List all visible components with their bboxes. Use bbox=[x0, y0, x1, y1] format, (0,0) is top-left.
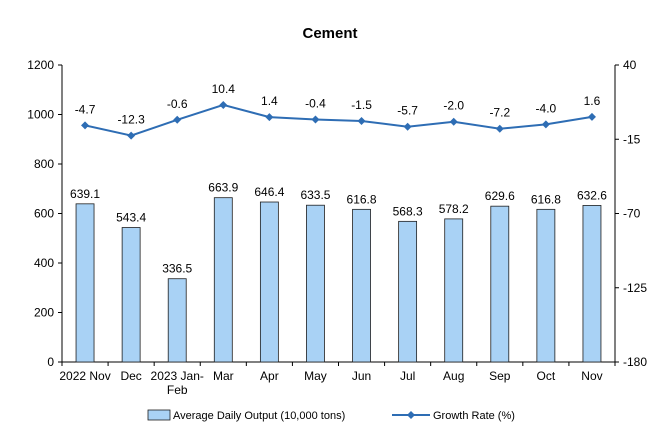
line-point bbox=[265, 113, 274, 122]
legend-bar-swatch bbox=[147, 409, 171, 421]
bar-value-label: 646.4 bbox=[254, 185, 284, 199]
line-point bbox=[357, 117, 366, 126]
bar bbox=[213, 197, 233, 363]
x-tick-label: May bbox=[304, 369, 327, 383]
bar-value-label: 633.5 bbox=[300, 188, 330, 202]
x-tick-label-line: Dec bbox=[120, 369, 141, 383]
x-tick-label-line: 2023 Jan- bbox=[151, 369, 204, 383]
left-tick-label: 1200 bbox=[27, 58, 54, 72]
legend-bar-label: Average Daily Output (10,000 tons) bbox=[173, 410, 345, 422]
bar-value-label: 639.1 bbox=[70, 187, 100, 201]
line-value-label: -0.6 bbox=[167, 97, 188, 111]
bar bbox=[306, 204, 325, 363]
bar-value-label: 632.6 bbox=[577, 188, 607, 202]
x-tick-label: Mar bbox=[213, 369, 234, 383]
line-point bbox=[495, 124, 504, 133]
right-tick-label: -70 bbox=[623, 207, 641, 221]
x-tick-label-line: Aug bbox=[443, 369, 464, 383]
line-value-label: -0.4 bbox=[305, 97, 326, 111]
bar bbox=[121, 227, 141, 363]
line-value-label: -7.2 bbox=[489, 106, 510, 120]
right-tick-label: -125 bbox=[623, 281, 647, 295]
line-point bbox=[127, 131, 136, 140]
bar bbox=[582, 205, 602, 363]
bar-value-label: 568.3 bbox=[393, 204, 423, 218]
bar-value-label: 663.9 bbox=[208, 181, 238, 195]
left-tick-label: 0 bbox=[47, 355, 54, 369]
bar-value-label: 543.4 bbox=[116, 211, 146, 225]
left-tick-label: 1000 bbox=[27, 108, 54, 122]
legend-line-marker bbox=[407, 411, 415, 419]
x-tick-label: Jun bbox=[352, 369, 371, 383]
right-tick-label: 40 bbox=[623, 58, 637, 72]
line-value-label: -5.7 bbox=[397, 104, 418, 118]
x-tick-label-line: 2022 Nov bbox=[59, 369, 110, 383]
right-tick-label: -15 bbox=[623, 132, 641, 146]
line-point bbox=[173, 115, 182, 124]
line-point bbox=[219, 100, 228, 109]
x-tick-label-line: Oct bbox=[537, 369, 556, 383]
line-value-label: -4.7 bbox=[75, 102, 96, 116]
x-tick-label: Oct bbox=[537, 369, 556, 383]
line-value-label: -2.0 bbox=[443, 99, 464, 113]
bar bbox=[490, 205, 510, 363]
bar-value-label: 629.6 bbox=[485, 189, 515, 203]
growth-line bbox=[84, 103, 593, 137]
x-tick-label: Aug bbox=[443, 369, 464, 383]
bar-value-label: 616.8 bbox=[347, 192, 377, 206]
data-labels: 639.1 543.4 336.5 663.9 646.4 633.5 616.8 568.3… bbox=[70, 82, 607, 276]
bar-value-label: 616.8 bbox=[531, 192, 561, 206]
x-tick-label: Dec bbox=[120, 369, 141, 383]
x-tick-label-line: Nov bbox=[581, 369, 602, 383]
left-tick-label: 400 bbox=[34, 256, 54, 270]
x-tick-label-line: May bbox=[304, 369, 327, 383]
bar bbox=[398, 220, 418, 363]
line-series bbox=[81, 100, 596, 140]
bar-series bbox=[75, 197, 602, 363]
line-value-label: -1.5 bbox=[351, 98, 372, 112]
line-value-label: -12.3 bbox=[117, 113, 145, 127]
left-tick-label: 200 bbox=[34, 306, 54, 320]
bar-value-label: 336.5 bbox=[162, 262, 192, 276]
line-point bbox=[449, 117, 458, 126]
right-tick-label: -180 bbox=[623, 355, 647, 369]
line-value-label: 1.6 bbox=[584, 94, 601, 108]
left-tick-label: 800 bbox=[34, 157, 54, 171]
x-tick-label-line: Apr bbox=[260, 369, 279, 383]
legend-line-label: Growth Rate (%) bbox=[433, 410, 515, 422]
bar bbox=[167, 278, 187, 363]
bar bbox=[75, 203, 95, 363]
x-tick-label-line: Jun bbox=[352, 369, 371, 383]
x-tick-label-line: Feb bbox=[167, 383, 188, 397]
line-point bbox=[81, 121, 90, 130]
x-tick-label: 2023 Jan-Feb bbox=[151, 369, 204, 397]
x-tick-label-line: Sep bbox=[489, 369, 511, 383]
left-tick-label: 600 bbox=[34, 207, 54, 221]
axes: 0 200 400 600 800 1000 1200 -180 -125 -70 -15 40 202… bbox=[27, 58, 647, 397]
bar bbox=[444, 218, 464, 363]
legend: Average Daily Output (10,000 tons) Growth… bbox=[147, 409, 515, 422]
line-value-label: -4.0 bbox=[536, 101, 557, 115]
line-point bbox=[311, 115, 320, 124]
bar bbox=[259, 201, 279, 363]
bar bbox=[352, 208, 371, 363]
x-tick-label: Apr bbox=[260, 369, 279, 383]
x-tick-label-line: Mar bbox=[213, 369, 234, 383]
x-tick-label-line: Jul bbox=[400, 369, 415, 383]
x-tick-label: Sep bbox=[489, 369, 511, 383]
bar-value-label: 578.2 bbox=[439, 202, 469, 216]
chart-title: Cement bbox=[302, 25, 357, 42]
line-point bbox=[403, 122, 412, 131]
line-point bbox=[587, 112, 596, 121]
line-value-label: 1.4 bbox=[261, 94, 278, 108]
x-tick-label: 2022 Nov bbox=[59, 369, 110, 383]
line-point bbox=[541, 120, 550, 129]
x-tick-label: Nov bbox=[581, 369, 602, 383]
x-tick-label: Jul bbox=[400, 369, 415, 383]
bar bbox=[536, 208, 556, 363]
line-value-label: 10.4 bbox=[212, 82, 236, 96]
